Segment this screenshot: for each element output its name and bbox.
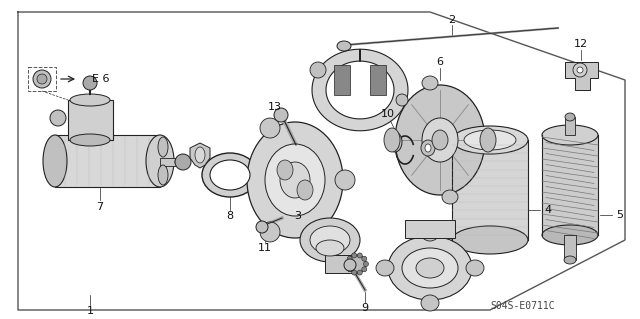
- Ellipse shape: [50, 110, 66, 126]
- Ellipse shape: [310, 226, 350, 254]
- Ellipse shape: [452, 226, 528, 254]
- Bar: [55, 135, 160, 187]
- Text: S04S-E0711C: S04S-E0711C: [490, 301, 555, 311]
- Ellipse shape: [384, 128, 400, 152]
- Bar: [370, 65, 386, 95]
- Text: 2: 2: [449, 15, 456, 25]
- Ellipse shape: [395, 85, 485, 195]
- Ellipse shape: [422, 76, 438, 90]
- Ellipse shape: [348, 256, 352, 261]
- Ellipse shape: [421, 225, 439, 241]
- Text: 9: 9: [362, 303, 369, 313]
- Text: 13: 13: [268, 102, 282, 112]
- Ellipse shape: [43, 135, 67, 187]
- Ellipse shape: [346, 262, 351, 266]
- Ellipse shape: [265, 144, 325, 216]
- Ellipse shape: [175, 154, 191, 170]
- Ellipse shape: [70, 134, 110, 146]
- Ellipse shape: [422, 118, 458, 162]
- Ellipse shape: [421, 140, 435, 156]
- Ellipse shape: [344, 259, 356, 271]
- Ellipse shape: [421, 295, 439, 311]
- Ellipse shape: [335, 170, 355, 190]
- Bar: [565, 117, 575, 135]
- Polygon shape: [190, 143, 210, 168]
- Ellipse shape: [37, 74, 47, 84]
- Ellipse shape: [33, 70, 51, 88]
- Ellipse shape: [416, 258, 444, 278]
- Ellipse shape: [277, 160, 293, 180]
- Text: 7: 7: [97, 202, 104, 212]
- Ellipse shape: [202, 153, 258, 197]
- Ellipse shape: [348, 267, 352, 272]
- Text: 5: 5: [616, 210, 623, 220]
- Ellipse shape: [388, 132, 402, 152]
- Bar: [542, 135, 598, 235]
- Ellipse shape: [542, 225, 598, 245]
- Ellipse shape: [210, 160, 250, 190]
- Text: 6: 6: [436, 57, 444, 67]
- Text: 3: 3: [294, 211, 301, 221]
- Ellipse shape: [364, 262, 369, 266]
- Text: 10: 10: [381, 109, 395, 119]
- Ellipse shape: [316, 240, 344, 256]
- Ellipse shape: [260, 222, 280, 242]
- Bar: [334, 65, 350, 95]
- Ellipse shape: [362, 256, 367, 261]
- Ellipse shape: [158, 165, 168, 185]
- Ellipse shape: [357, 253, 362, 258]
- Text: 4: 4: [545, 205, 552, 215]
- Ellipse shape: [432, 130, 448, 150]
- Ellipse shape: [357, 270, 362, 275]
- Ellipse shape: [348, 255, 366, 273]
- Ellipse shape: [274, 108, 288, 122]
- Polygon shape: [312, 49, 408, 131]
- Ellipse shape: [376, 260, 394, 276]
- Ellipse shape: [442, 190, 458, 204]
- Bar: [452, 140, 528, 240]
- Text: 11: 11: [258, 243, 272, 253]
- Ellipse shape: [195, 147, 205, 163]
- Ellipse shape: [577, 67, 583, 73]
- Bar: [325, 255, 357, 273]
- Ellipse shape: [158, 137, 168, 157]
- Ellipse shape: [564, 256, 576, 264]
- Ellipse shape: [542, 125, 598, 145]
- Ellipse shape: [256, 221, 268, 233]
- Ellipse shape: [297, 180, 313, 200]
- Ellipse shape: [280, 162, 310, 198]
- Ellipse shape: [452, 126, 528, 154]
- Ellipse shape: [352, 253, 356, 258]
- Ellipse shape: [175, 158, 185, 166]
- Ellipse shape: [300, 218, 360, 262]
- Ellipse shape: [70, 94, 110, 106]
- Ellipse shape: [480, 128, 496, 152]
- Text: E 6: E 6: [92, 74, 109, 84]
- Ellipse shape: [247, 122, 343, 238]
- Ellipse shape: [466, 260, 484, 276]
- Bar: [405, 220, 455, 238]
- Ellipse shape: [337, 41, 351, 51]
- Text: 8: 8: [227, 211, 234, 221]
- Polygon shape: [565, 62, 598, 90]
- Bar: [160, 158, 180, 166]
- Ellipse shape: [260, 118, 280, 138]
- Ellipse shape: [310, 62, 326, 78]
- Ellipse shape: [402, 248, 458, 288]
- Ellipse shape: [573, 63, 587, 77]
- Ellipse shape: [362, 267, 367, 272]
- Ellipse shape: [83, 76, 97, 90]
- Text: 1: 1: [86, 306, 93, 316]
- Bar: [68, 100, 113, 140]
- Ellipse shape: [396, 94, 408, 106]
- Ellipse shape: [146, 135, 174, 187]
- Ellipse shape: [464, 130, 516, 150]
- Ellipse shape: [425, 144, 431, 152]
- Ellipse shape: [352, 270, 356, 275]
- Ellipse shape: [565, 113, 575, 121]
- Text: 12: 12: [574, 39, 588, 49]
- Bar: [564, 235, 576, 260]
- Ellipse shape: [388, 236, 472, 300]
